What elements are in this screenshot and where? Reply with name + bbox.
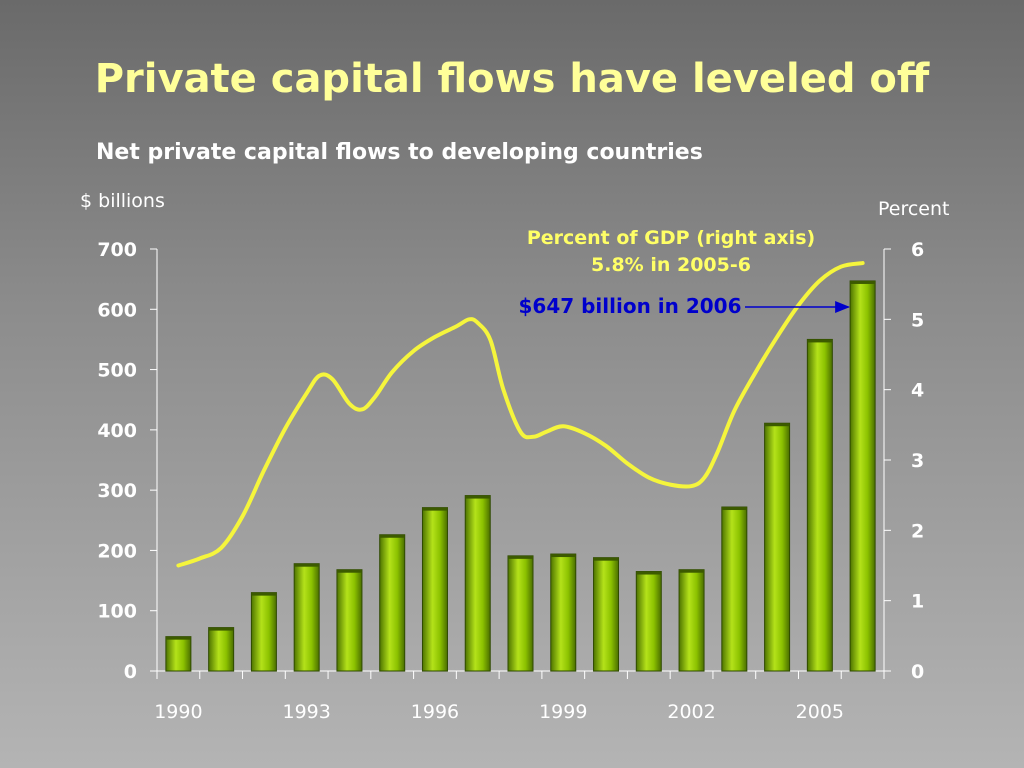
bar bbox=[208, 627, 235, 672]
y-left-tick-label: 400 bbox=[97, 420, 137, 442]
bar-top bbox=[251, 592, 277, 596]
y-left-tick-label: 100 bbox=[97, 601, 137, 623]
bar-top bbox=[465, 495, 491, 499]
y-axis-right-label: Percent bbox=[878, 198, 950, 220]
y-right-tick-label: 2 bbox=[911, 520, 924, 542]
x-tick-label: 1990 bbox=[154, 701, 202, 723]
x-tick-label: 1993 bbox=[282, 701, 330, 723]
chart-annotations: Percent of GDP (right axis) 5.8% in 2005-… bbox=[518, 227, 851, 318]
bar-top bbox=[165, 636, 191, 640]
y-right-tick-label: 6 bbox=[911, 239, 924, 261]
x-tick-label: 2002 bbox=[667, 701, 715, 723]
bar bbox=[336, 569, 363, 672]
x-tick-label: 1999 bbox=[539, 701, 587, 723]
bar bbox=[593, 557, 620, 672]
bar-top bbox=[422, 507, 448, 511]
slide-title: Private capital flows have leveled off bbox=[94, 56, 930, 102]
x-tick-label: 1996 bbox=[411, 701, 459, 723]
bar bbox=[550, 553, 577, 672]
y-right-tick-label: 5 bbox=[911, 309, 924, 331]
bar bbox=[379, 534, 406, 672]
y-left-tick-label: 0 bbox=[124, 661, 137, 683]
bar-top bbox=[679, 569, 705, 573]
bar-top bbox=[593, 557, 619, 561]
annotation-gdp-value: 5.8% in 2005-6 bbox=[591, 254, 751, 276]
bar-top bbox=[508, 555, 533, 559]
y-left-tick-label: 600 bbox=[97, 299, 137, 321]
bar-top bbox=[721, 507, 747, 511]
annotation-gdp-label: Percent of GDP (right axis) bbox=[527, 227, 815, 249]
annotation-2006-value: $647 billion in 2006 bbox=[518, 294, 741, 318]
y-left-tick-label: 200 bbox=[97, 540, 137, 562]
y-right-tick-label: 3 bbox=[911, 450, 924, 472]
bar-top bbox=[850, 280, 876, 284]
bar-top bbox=[764, 423, 790, 427]
bar-top bbox=[294, 563, 320, 567]
bar bbox=[507, 555, 534, 672]
bar-series bbox=[165, 280, 876, 672]
y-axis-left-label: $ billions bbox=[80, 190, 165, 212]
bar bbox=[721, 506, 748, 672]
bar bbox=[678, 569, 705, 672]
bar bbox=[764, 422, 791, 672]
bar-top bbox=[807, 339, 833, 343]
gdp-line bbox=[176, 261, 865, 568]
bar bbox=[464, 495, 491, 672]
x-tick-label: 2005 bbox=[796, 701, 844, 723]
bar bbox=[165, 636, 192, 672]
chart-subtitle: Net private capital flows to developing … bbox=[96, 140, 703, 165]
y-right-tick-label: 0 bbox=[911, 661, 924, 683]
bar-top bbox=[336, 569, 362, 573]
bar bbox=[806, 338, 833, 672]
bar-top bbox=[550, 554, 576, 558]
y-left-tick-label: 300 bbox=[97, 480, 137, 502]
bar-top bbox=[379, 534, 405, 538]
bar-top bbox=[208, 627, 234, 631]
bar bbox=[250, 592, 277, 672]
bar bbox=[421, 507, 448, 672]
bar bbox=[293, 563, 320, 672]
tick-labels: 0 100 200 300 400 500 600 700 0 1 2 3 4 5 6 1990 1993 199… bbox=[97, 239, 924, 723]
y-left-tick-label: 700 bbox=[97, 239, 137, 261]
y-right-tick-label: 4 bbox=[911, 380, 924, 402]
bar bbox=[635, 571, 662, 672]
y-right-tick-label: 1 bbox=[911, 591, 924, 613]
gdp-line-series bbox=[176, 261, 865, 568]
y-left-tick-label: 500 bbox=[97, 360, 137, 382]
bar bbox=[849, 280, 876, 672]
bar-top bbox=[636, 571, 662, 575]
